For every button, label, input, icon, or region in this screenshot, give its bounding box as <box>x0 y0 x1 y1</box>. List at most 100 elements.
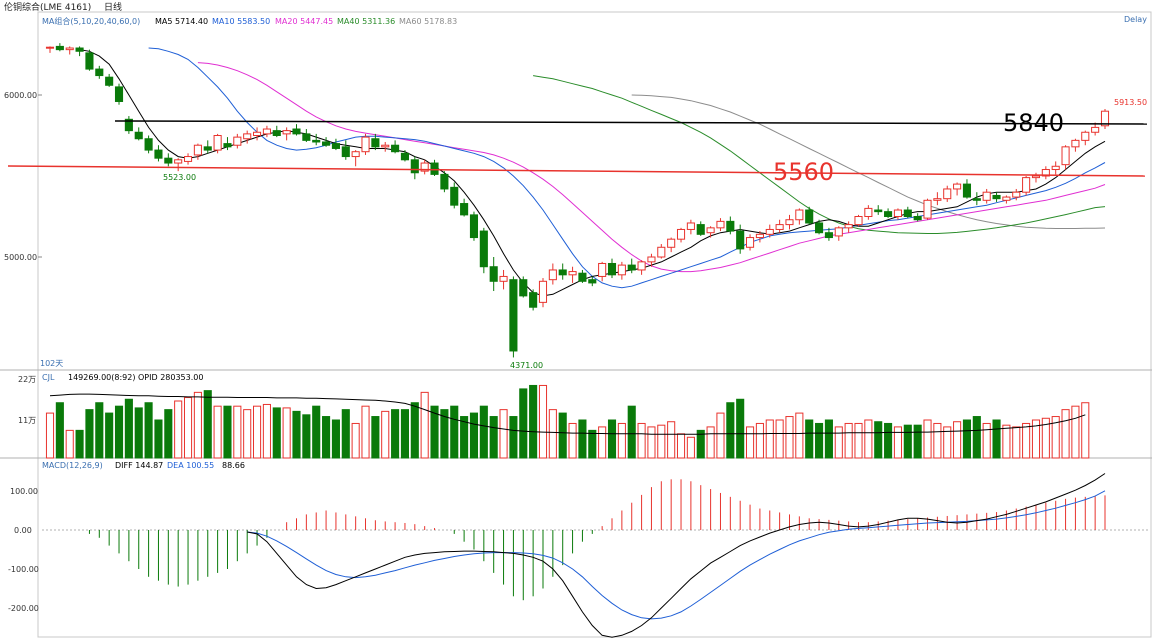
candle-body <box>1091 126 1100 133</box>
volume-bar <box>874 421 883 459</box>
macd-tick-100: 100.00 <box>10 487 38 496</box>
candle-body <box>282 130 291 135</box>
macd-tick-0: 0.00 <box>14 526 32 535</box>
candle-body <box>617 264 626 276</box>
candle-body <box>85 52 94 70</box>
volume-bar <box>972 416 981 459</box>
volume-bar <box>775 419 784 459</box>
volume-bar <box>371 416 380 459</box>
macd-tick-neg200: -200.00 <box>8 604 39 613</box>
candle-body <box>903 209 912 218</box>
volume-bar <box>223 405 232 459</box>
ma60-line <box>631 94 1106 229</box>
candle-body <box>884 211 893 217</box>
candle-body <box>893 209 902 218</box>
candle-body <box>755 233 764 239</box>
days-label: 102天 <box>40 359 63 368</box>
volume-bar <box>489 416 498 459</box>
candle-body <box>864 207 873 217</box>
volume-bar <box>854 422 863 459</box>
candle-body <box>341 146 350 158</box>
candle-body <box>736 230 745 250</box>
candle-body <box>499 275 508 282</box>
volume-bar <box>962 419 972 459</box>
volume-bar <box>420 391 429 459</box>
candle-body <box>154 149 163 159</box>
volume-bar <box>667 421 676 459</box>
candle-body <box>371 138 380 148</box>
volume-bar <box>903 424 912 459</box>
diff-line <box>247 473 1106 638</box>
ma40-label: MA40 5311.36 <box>337 17 395 26</box>
candle-body <box>1051 165 1060 171</box>
candle-body <box>381 144 390 148</box>
volume-bar <box>864 419 873 459</box>
candle-body <box>588 279 597 284</box>
volume-bar <box>785 416 794 459</box>
dea-line <box>247 490 1106 620</box>
volume-bar <box>45 412 55 459</box>
price-tick-5000: 5000.00 <box>4 253 37 262</box>
volume-bar <box>982 422 991 459</box>
candle-body <box>213 135 222 151</box>
candle-body <box>972 198 981 201</box>
volume-bar <box>548 409 557 459</box>
volume-bar <box>400 409 410 459</box>
volume-bar <box>795 412 804 459</box>
candle-body <box>430 162 439 175</box>
volume-bar <box>1022 422 1031 459</box>
candle-body <box>203 146 212 151</box>
ma5-label: MA5 5714.40 <box>155 17 208 26</box>
candle-body <box>312 139 321 143</box>
candle-body <box>1100 110 1110 127</box>
ma10-line <box>148 47 1106 289</box>
candle-body <box>657 246 666 258</box>
volume-bar <box>1031 419 1041 459</box>
candle-body <box>706 227 715 234</box>
volume-bar <box>105 412 114 459</box>
candle-body <box>943 188 952 200</box>
candle-body <box>460 203 469 216</box>
volume-bar <box>331 419 340 459</box>
candle-body <box>745 237 755 248</box>
volume-bar <box>65 429 74 459</box>
swing-low-label: 5523.00 <box>163 173 196 182</box>
candle-body <box>874 209 883 213</box>
candle-body <box>933 198 942 201</box>
candle-body <box>253 131 262 136</box>
volume-bar <box>361 405 370 459</box>
volume-bar <box>233 405 242 459</box>
candle-body <box>223 143 232 148</box>
volume-bar <box>124 398 133 459</box>
volume-bar <box>706 426 715 459</box>
opid-line <box>49 393 1086 435</box>
candle-body <box>164 157 173 164</box>
volume-bar <box>943 426 952 459</box>
volume-title: CJL <box>42 373 55 382</box>
volume-bar <box>272 407 281 459</box>
low-price-label: 4371.00 <box>510 361 543 370</box>
candle-body <box>144 138 153 151</box>
volume-bar <box>144 402 153 459</box>
annotation-5840: 5840 <box>1003 109 1064 137</box>
volume-bar <box>755 422 764 459</box>
candle-body <box>834 227 843 237</box>
volume-bar <box>657 424 666 459</box>
volume-bar <box>499 409 508 459</box>
candle-body <box>795 209 804 221</box>
candle-body <box>558 269 567 276</box>
volume-bar <box>213 405 222 459</box>
candle-body <box>1031 175 1041 179</box>
volume-bar <box>1041 417 1050 459</box>
volume-bar <box>460 416 469 459</box>
volume-bar <box>558 412 567 459</box>
volume-bar <box>923 419 932 459</box>
candle-body <box>410 159 419 174</box>
line-5560 <box>7 165 1146 177</box>
candle-body <box>627 264 636 271</box>
volume-bar <box>243 409 252 459</box>
candle-body <box>391 144 400 153</box>
candle-body <box>440 173 449 190</box>
period-label[interactable]: 日线 <box>104 1 122 13</box>
